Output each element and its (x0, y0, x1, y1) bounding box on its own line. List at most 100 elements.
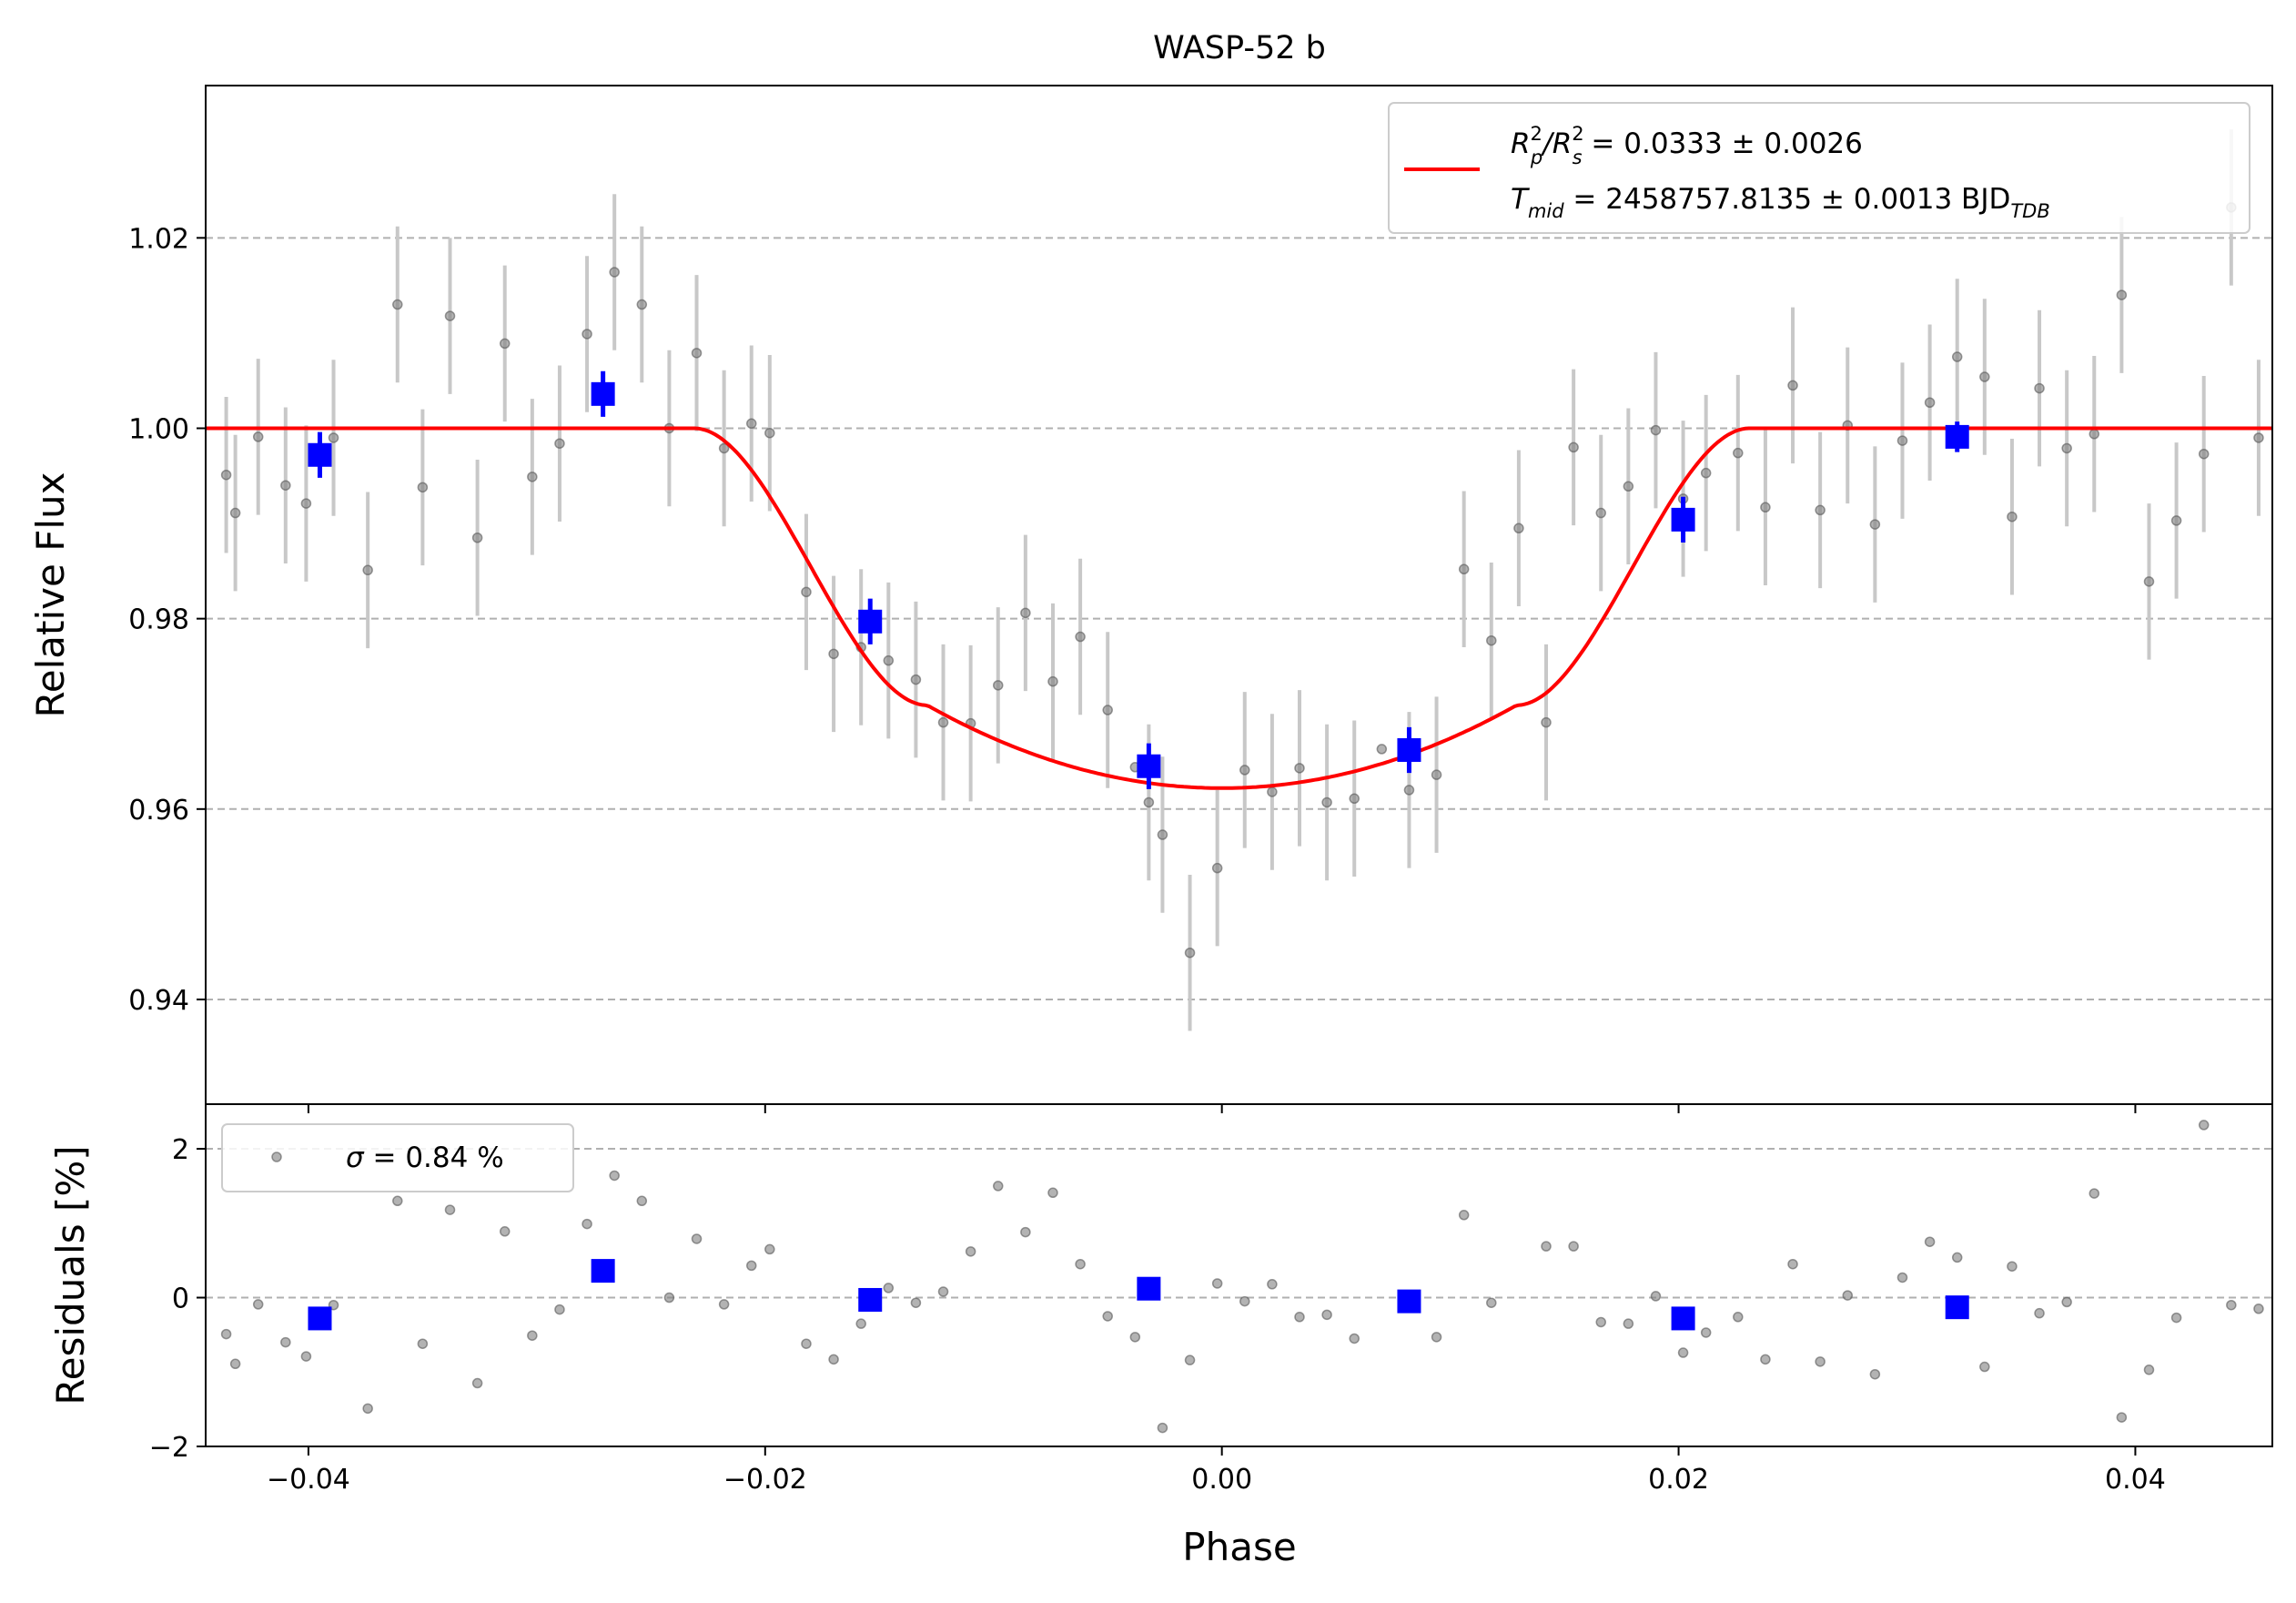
flux-data-point (1143, 796, 1155, 808)
residual-data-point (883, 1283, 895, 1294)
residual-data-point (1896, 1272, 1908, 1283)
flux-data-point (718, 442, 730, 454)
flux-data-point (1349, 793, 1360, 805)
flux-data-point (2007, 511, 2018, 522)
residual-data-point (362, 1403, 373, 1415)
flux-data-point (1815, 504, 1826, 516)
flux-data-point (362, 564, 373, 576)
residual-binned-point (1671, 1306, 1695, 1331)
residual-data-point (1650, 1291, 1662, 1302)
residual-data-point (937, 1286, 949, 1297)
flux-data-point (1700, 467, 1712, 479)
flux-data-point (1267, 786, 1278, 797)
residual-data-point (636, 1195, 648, 1207)
flux-binned-point (1137, 754, 1161, 778)
flux-data-point (937, 716, 949, 728)
flux-data-point (2034, 382, 2045, 394)
residual-data-point (499, 1226, 511, 1237)
flux-data-point (2061, 442, 2072, 454)
flux-binned-point (1945, 424, 1969, 449)
flux-data-point (392, 299, 403, 310)
residual-data-point (1102, 1311, 1113, 1322)
residual-data-point (1979, 1361, 1990, 1373)
residuals-legend: σ = 0.84 % (221, 1123, 574, 1192)
flux-x-ticks (307, 1104, 2137, 1113)
residual-data-point (1568, 1241, 1579, 1252)
x-axis-label-phase: Phase (1182, 1525, 1296, 1569)
legend-entry-tmid: Tmid = 2458757.8135 ± 0.0013 BJDTDB (1511, 183, 2050, 222)
flux-data-point (691, 348, 703, 359)
flux-data-point (1075, 631, 1086, 643)
flux-data-point (1458, 563, 1470, 575)
flux-data-point (1321, 796, 1332, 808)
flux-data-point (1513, 522, 1524, 534)
residuals-x-ticks: −0.04 −0.02 0.00 0.02 0.04 (267, 1446, 2166, 1496)
flux-data-point (1294, 763, 1305, 774)
flux-data-point (1924, 397, 1936, 408)
residual-data-point (2116, 1412, 2128, 1423)
residuals-panel-frame (205, 1103, 2273, 1447)
flux-y-tick-label: 0.94 (128, 985, 189, 1017)
residual-data-point (300, 1351, 312, 1362)
residual-data-point (609, 1170, 620, 1182)
residual-data-point (1700, 1327, 1712, 1338)
flux-data-point (609, 267, 620, 278)
flux-binned-point (1671, 507, 1695, 532)
flux-legend: R2 p/R2 s = 0.0333 ± 0.0026 Tmid = 2458757… (1388, 102, 2250, 234)
residual-data-point (471, 1377, 483, 1389)
residual-data-point (1924, 1236, 1936, 1247)
flux-data-point (220, 469, 232, 481)
flux-data-point (636, 299, 648, 310)
flux-data-point (1787, 380, 1798, 391)
residual-data-point (1815, 1356, 1826, 1367)
flux-data-point (1979, 371, 1990, 382)
flux-data-point (417, 482, 429, 493)
flux-data-point (229, 507, 241, 519)
flux-data-point (2143, 576, 2155, 587)
residual-data-point (965, 1246, 976, 1257)
residual-data-point (828, 1354, 839, 1365)
residuals-x-tick-label: −0.02 (723, 1464, 807, 1496)
residual-data-point (2198, 1120, 2210, 1131)
residual-data-point (1321, 1309, 1332, 1321)
residual-data-point (910, 1297, 922, 1308)
flux-data-point (582, 329, 592, 340)
flux-y-tick-label: 1.02 (128, 223, 189, 255)
flux-data-point (2253, 432, 2264, 443)
flux-data-point (828, 648, 839, 660)
residuals-y-tick-label: 2 (172, 1134, 189, 1166)
flux-data-point (2116, 289, 2128, 300)
residual-data-point (2253, 1304, 2264, 1314)
flux-data-point (252, 431, 264, 442)
flux-data-point (883, 654, 895, 666)
residual-data-point (1951, 1252, 1963, 1263)
residual-data-point (1020, 1226, 1031, 1238)
flux-data-point (1157, 829, 1168, 840)
flux-data-point (764, 427, 775, 439)
flux-panel: 0.94 0.96 0.98 1.00 1.02 Relative Flux R2 p/R… (28, 85, 2273, 1113)
residual-data-point (1842, 1290, 1854, 1301)
flux-data-point (1541, 716, 1552, 728)
flux-data-point (1020, 607, 1031, 619)
residuals-x-tick-label: 0.04 (2105, 1464, 2166, 1496)
residual-data-point (1157, 1422, 1168, 1434)
chart-title: WASP-52 b (1153, 30, 1326, 66)
residuals-legend-box (221, 1123, 574, 1192)
residual-data-point (2034, 1307, 2045, 1319)
flux-data-point (1211, 862, 1223, 874)
residual-data-point (1677, 1347, 1689, 1358)
flux-data-point (1102, 705, 1113, 715)
residuals-panel: −2 0 2 −0.04 −0.02 0.00 0.02 0.04 Residuals [%… (48, 1103, 2273, 1569)
residual-data-point (1787, 1258, 1798, 1270)
residual-data-point (1129, 1332, 1141, 1343)
flux-data-point (801, 586, 812, 598)
residual-data-point (718, 1299, 730, 1310)
residual-data-point (993, 1181, 1004, 1192)
residual-data-point (691, 1233, 703, 1244)
flux-binned-points (308, 370, 1969, 789)
flux-binned-point (591, 381, 615, 406)
residuals-y-ticks: −2 0 2 (149, 1134, 206, 1464)
flux-y-ticks: 0.94 0.96 0.98 1.00 1.02 (128, 223, 206, 1017)
residual-data-point (801, 1338, 812, 1349)
